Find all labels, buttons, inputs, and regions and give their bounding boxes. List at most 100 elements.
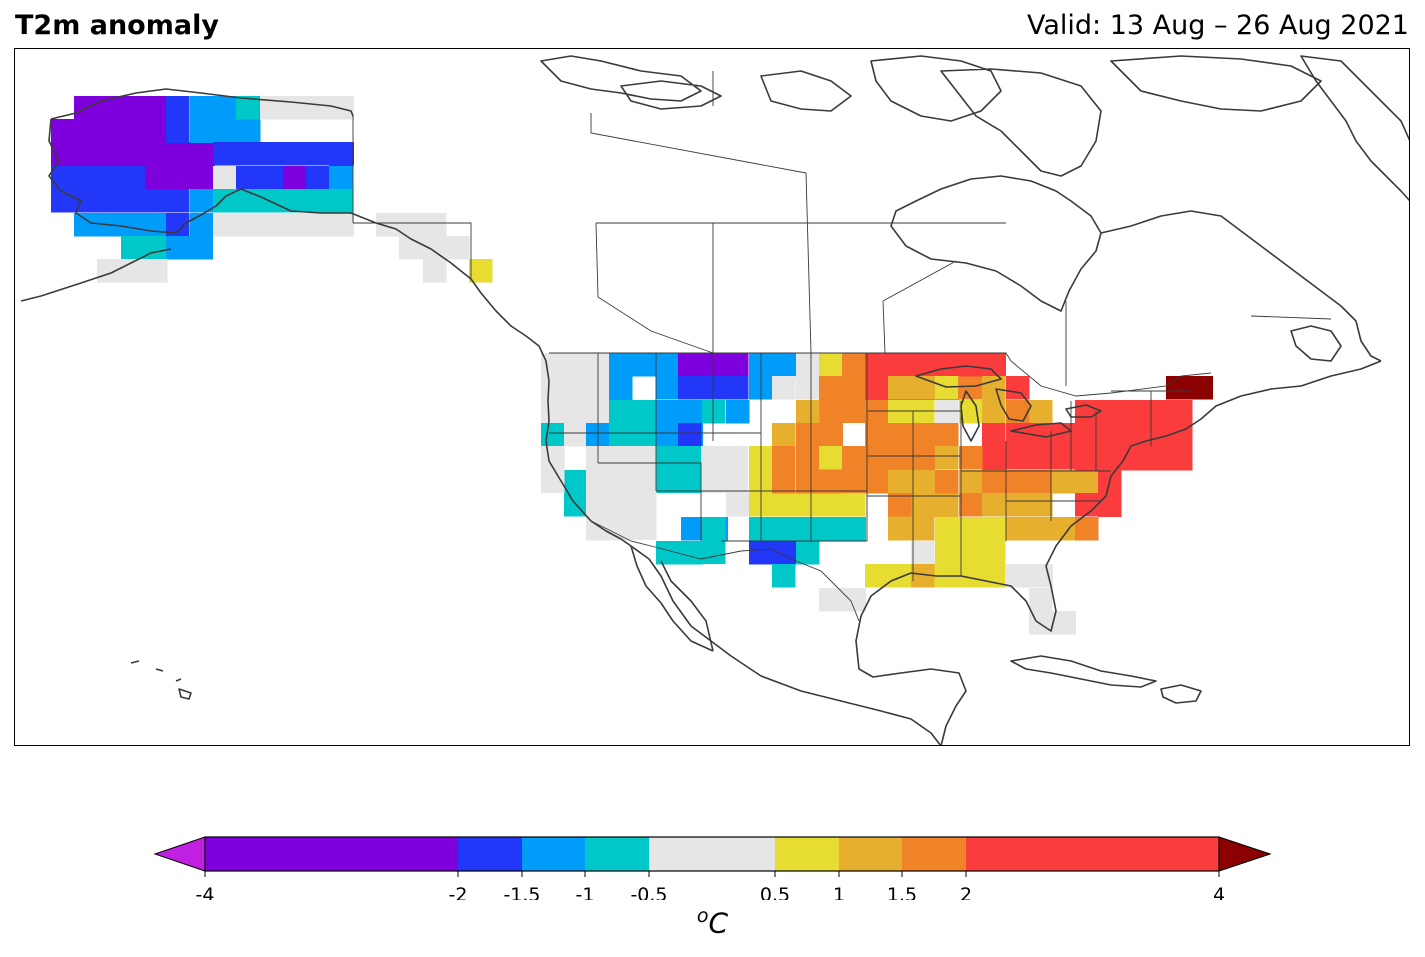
anomaly-cell — [541, 376, 612, 423]
anomaly-cell — [329, 166, 353, 190]
west-coast — [470, 278, 942, 745]
anomaly-cell — [935, 446, 959, 470]
anomaly-cell — [1006, 564, 1053, 588]
anomaly-cell — [935, 470, 959, 494]
anomaly-cell — [888, 400, 912, 424]
anomaly-cell — [749, 353, 796, 377]
anomaly-cell — [283, 166, 307, 190]
anomaly-cell — [796, 470, 820, 494]
anomaly-cell — [819, 353, 843, 377]
anomaly-cell — [236, 166, 283, 190]
anomaly-cell — [1166, 376, 1213, 400]
colorbar-tick-label: 1 — [833, 884, 845, 900]
map-title: T2m anomaly — [15, 10, 219, 41]
anomaly-cell — [564, 423, 588, 447]
anomaly-cell — [121, 236, 168, 260]
anomaly-cell — [656, 376, 680, 400]
anomaly-cell — [166, 96, 190, 143]
coastlines — [20, 55, 1409, 745]
anomaly-cell — [213, 142, 354, 166]
anomaly-cell — [1098, 493, 1122, 517]
anomaly-cell — [190, 189, 214, 213]
anomaly-cell — [1166, 400, 1190, 424]
anomaly-cell — [982, 423, 1006, 470]
anomaly-cell — [213, 213, 354, 237]
anomaly-cell — [1006, 423, 1030, 447]
newfoundland-coast — [1290, 325, 1342, 362]
colorbar-bin-1 — [458, 837, 522, 871]
hawaii-islands — [130, 660, 192, 700]
anomaly-cell — [236, 96, 260, 120]
anomaly-cell — [796, 541, 820, 565]
unit-celsius: C — [708, 906, 729, 940]
anomaly-map — [20, 55, 1409, 745]
anomaly-cell — [911, 400, 935, 424]
anomaly-cell — [1145, 446, 1169, 470]
anomaly-cell — [888, 517, 912, 541]
colorbar-tick-label: 4 — [1213, 884, 1225, 900]
anomaly-cell — [541, 423, 565, 447]
colorbar-tick-label: 0.5 — [760, 884, 790, 900]
anomaly-cell — [609, 353, 633, 400]
colorbar-bin-0 — [205, 837, 458, 871]
anomaly-cell — [541, 446, 565, 493]
anomaly-cell — [865, 400, 889, 447]
anomaly-cell — [541, 353, 612, 377]
canada-provinces — [590, 71, 1332, 386]
anomaly-cell — [701, 446, 748, 493]
anomaly-cell — [51, 166, 145, 190]
anomaly-cell — [376, 213, 447, 237]
anomaly-cell — [888, 376, 935, 400]
anomaly-cell — [819, 446, 843, 470]
colorbar-tick-label: -1 — [576, 884, 595, 900]
anomaly-cell — [959, 493, 983, 517]
anomaly-cell — [1029, 493, 1053, 517]
anomaly-cell — [702, 517, 726, 564]
anomaly-cell — [959, 446, 983, 470]
colorbar-unit-label: oC — [0, 905, 1425, 939]
anomaly-cell — [726, 400, 750, 424]
anomaly-cell — [888, 423, 959, 447]
anomaly-cell — [796, 376, 820, 400]
colorbar-bin-8 — [966, 837, 1219, 871]
colorbar-tick-label: 1.5 — [887, 884, 917, 900]
anomaly-cell — [726, 493, 750, 517]
anomaly-cell — [796, 353, 820, 377]
colorbar-tick-label: -4 — [196, 884, 215, 900]
anomaly-cell — [959, 353, 1006, 377]
colorbar-outline — [204, 836, 1220, 872]
anomaly-cell — [656, 446, 703, 493]
anomaly-cell — [1006, 376, 1030, 400]
baja-coast — [630, 545, 714, 652]
anomaly-cell — [399, 236, 470, 260]
anomaly-grid — [51, 96, 1213, 635]
colorbar-bin-2 — [522, 837, 585, 871]
anomaly-cell — [796, 400, 820, 424]
anomaly-cell — [1006, 400, 1030, 424]
anomaly-cell — [74, 213, 168, 237]
anomaly-cell — [469, 259, 493, 283]
unit-degree-symbol: o — [696, 905, 709, 927]
anomaly-cell — [911, 564, 935, 588]
anomaly-cell — [772, 376, 796, 400]
anomaly-cell — [166, 213, 190, 237]
anomaly-cell — [842, 493, 866, 517]
colorbar-extend-high — [1218, 836, 1272, 872]
anomaly-cell — [772, 423, 796, 447]
alaska-coast — [20, 88, 472, 302]
anomaly-cell — [213, 166, 237, 190]
anomaly-cell — [1075, 517, 1099, 541]
anomaly-cell — [632, 353, 679, 377]
anomaly-cell — [97, 259, 168, 283]
colorbar-bins — [205, 837, 1219, 871]
anomaly-cell — [190, 213, 214, 237]
anomaly-cell — [1075, 493, 1099, 517]
anomaly-cell — [166, 236, 213, 260]
colorbar-tick-label: 2 — [960, 884, 972, 900]
colorbar-bin-3 — [585, 837, 649, 871]
anomaly-cell — [959, 376, 983, 400]
anomaly-cell — [959, 470, 983, 494]
anomaly-cell — [1006, 517, 1030, 541]
gulf-east-coast — [855, 360, 1382, 745]
anomaly-cell — [772, 470, 796, 494]
